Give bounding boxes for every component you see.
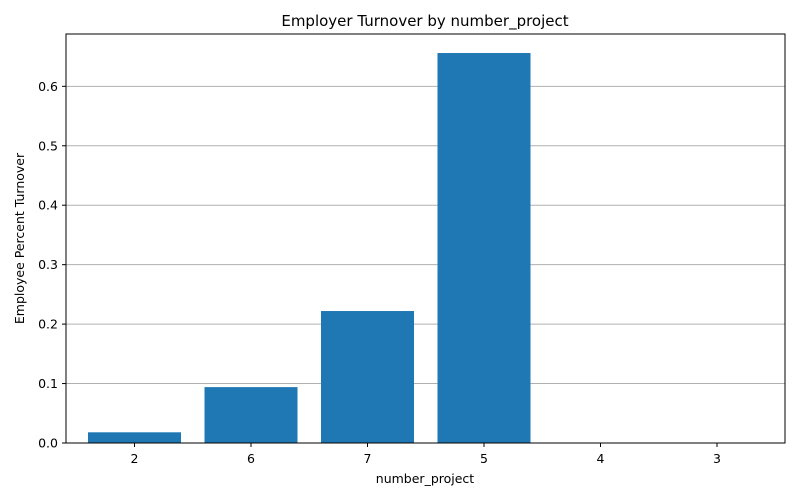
bar-7	[321, 311, 414, 443]
x-axis-ticks: 2 6 7 5 4 3	[131, 443, 721, 466]
bar-6	[204, 387, 298, 443]
x-tick-label: 6	[247, 451, 255, 466]
x-tick-label: 7	[364, 451, 372, 466]
y-tick-label: 0.6	[38, 79, 58, 94]
y-tick-label: 0.5	[38, 138, 58, 153]
x-tick-label: 3	[713, 451, 721, 466]
y-axis-label: Employee Percent Turnover	[12, 152, 27, 324]
bar-5	[437, 53, 531, 443]
y-axis-ticks: 0.0 0.1 0.2 0.3 0.4 0.5 0.6	[38, 79, 66, 451]
y-tick-label: 0.1	[38, 376, 58, 391]
y-tick-label: 0.4	[38, 198, 58, 213]
plot-frame	[65, 33, 786, 444]
x-axis-label: number_project	[376, 471, 475, 486]
x-tick-label: 4	[597, 451, 605, 466]
y-tick-label: 0.3	[38, 257, 58, 272]
x-tick-label: 2	[131, 451, 139, 466]
bars	[88, 53, 531, 443]
bar-2	[88, 432, 181, 443]
chart-title: Employer Turnover by number_project	[281, 12, 568, 31]
x-tick-label: 5	[480, 451, 488, 466]
y-tick-label: 0.2	[38, 317, 58, 332]
y-tick-label: 0.0	[38, 436, 58, 451]
grid-lines	[66, 85, 785, 444]
